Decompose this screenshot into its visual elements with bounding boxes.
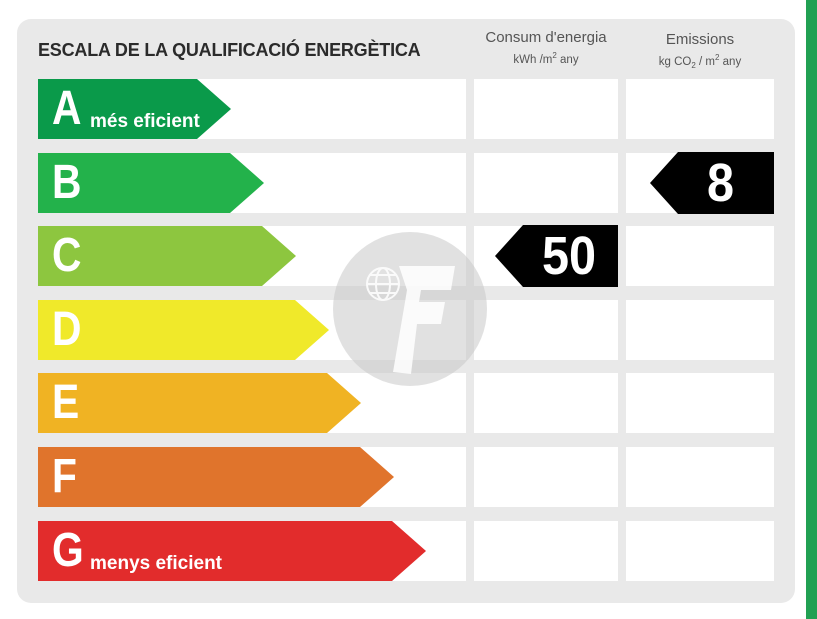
rating-letter: D xyxy=(52,303,82,356)
emissions-indicator: 8 xyxy=(650,152,774,214)
emissions-cell xyxy=(626,300,774,360)
rating-description: més eficient xyxy=(90,111,200,132)
consumption-cell xyxy=(474,373,618,433)
rating-letter: G xyxy=(52,524,84,577)
consumption-cell xyxy=(474,447,618,507)
emissions-column-header: Emissions kg CO2 / m2 any xyxy=(626,31,774,70)
consumption-value: 50 xyxy=(541,226,596,286)
consumption-cell xyxy=(474,79,618,139)
rating-letter: E xyxy=(52,376,80,429)
rating-arrow-c: C xyxy=(38,226,296,286)
rating-letter: C xyxy=(52,229,82,282)
label-title: ESCALA DE LA QUALIFICACIÓ ENERGÈTICA xyxy=(38,40,421,60)
consumption-cell xyxy=(474,153,618,213)
emissions-unit: kg CO2 / m2 any xyxy=(658,53,742,71)
consumption-cell xyxy=(474,521,618,581)
rating-letter: B xyxy=(52,156,82,209)
emissions-cell xyxy=(626,226,774,286)
rating-letter: A xyxy=(52,82,82,135)
rating-letter: F xyxy=(52,450,77,503)
emissions-cell xyxy=(626,373,774,433)
logo-f-globe-icon xyxy=(366,266,455,374)
consumption-unit: kWh /m2 any xyxy=(513,51,579,66)
rating-arrow-b: B xyxy=(38,153,264,213)
emissions-cell xyxy=(626,447,774,507)
consumption-column-header: Consum d'energia kWh /m2 any xyxy=(474,29,618,66)
rating-arrow-f: F xyxy=(38,447,394,507)
emissions-label: Emissions xyxy=(665,31,735,48)
consumption-cell xyxy=(474,300,618,360)
rating-arrow-e: E xyxy=(38,373,361,433)
emissions-value: 8 xyxy=(706,153,734,213)
rating-arrow-d: D xyxy=(38,300,329,360)
consumption-indicator: 50 xyxy=(495,225,618,287)
consumption-label: Consum d'energia xyxy=(485,29,607,46)
emissions-cell xyxy=(626,79,774,139)
right-edge-stripe xyxy=(806,0,817,619)
emissions-cell xyxy=(626,521,774,581)
rating-description: menys eficient xyxy=(90,553,222,574)
watermark-logo xyxy=(333,232,487,386)
